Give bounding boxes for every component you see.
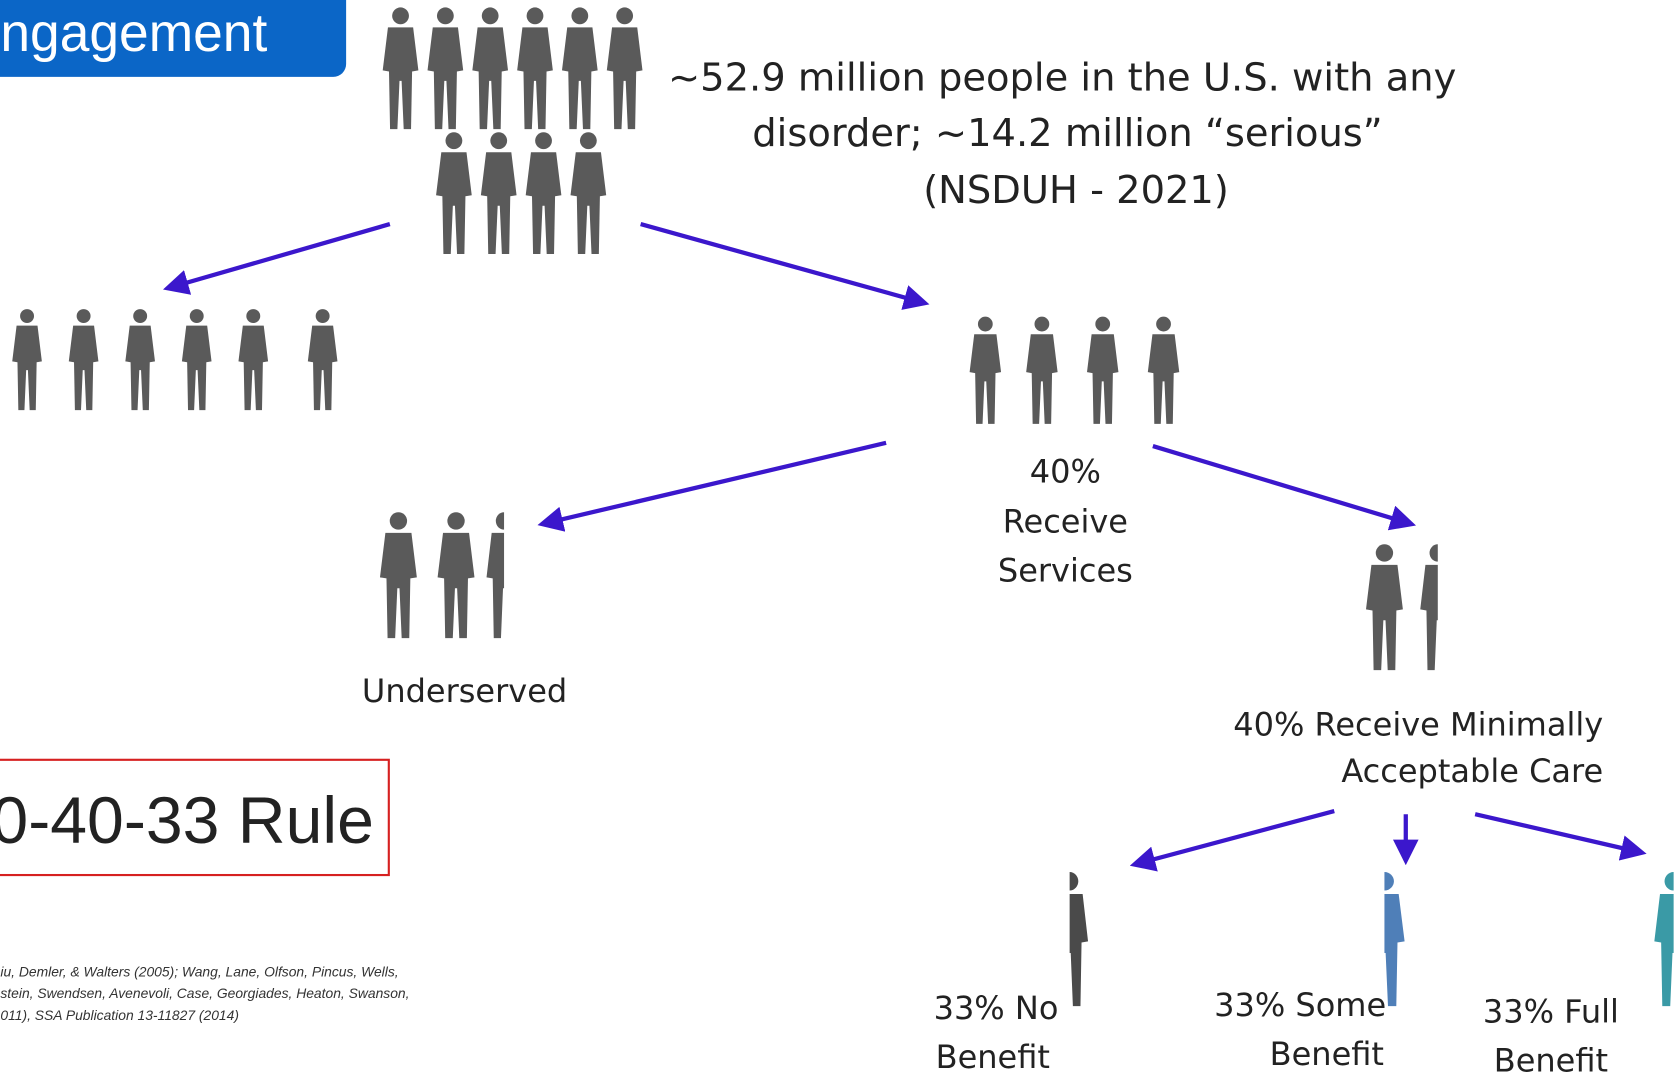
- title: ngagement: [0, 4, 267, 63]
- people-top: [382, 7, 643, 255]
- node-label: 33% Some: [1214, 986, 1386, 1024]
- people-underserved: [379, 512, 505, 639]
- people-minimal: [1365, 544, 1438, 671]
- outcome-labels: 33% No Benefit 33% Some Benefit 33% Full…: [934, 986, 1619, 1079]
- citation: iu, Demler, & Walters (2005); Wang, Lane…: [0, 963, 398, 979]
- node-label: Benefit: [936, 1038, 1050, 1076]
- summary: ~52.9 million people in the U.S. with an…: [668, 56, 1456, 213]
- title-box: [0, 0, 347, 77]
- people-services: [969, 316, 1180, 424]
- citation: 011), SSA Publication 13-11827 (2014): [0, 1007, 239, 1023]
- summary-line: (NSDUH - 2021): [923, 168, 1229, 213]
- people-left: [12, 309, 338, 411]
- citation: stein, Swendsen, Avenevoli, Case, Georgi…: [0, 985, 409, 1001]
- node-label: 33% No: [934, 989, 1059, 1027]
- node-label: Benefit: [1494, 1041, 1608, 1079]
- rule-box: [0, 758, 390, 877]
- summary-line: ~52.9 million people in the U.S. with an…: [668, 56, 1456, 101]
- node-label: 40% Receive Minimally: [1233, 705, 1603, 743]
- citations: iu, Demler, & Walters (2005); Wang, Lane…: [0, 963, 409, 1023]
- node-label: Services: [998, 552, 1133, 590]
- node-label: Underserved: [362, 672, 567, 710]
- node-label: Acceptable Care: [1341, 752, 1603, 790]
- node-label: 40%: [1030, 452, 1101, 490]
- summary-line: disorder; ~14.2 million “serious”: [752, 111, 1382, 156]
- node-services: 40% Receive Services: [998, 452, 1133, 589]
- node-minimal: 40% Receive Minimally Acceptable Care: [1233, 705, 1603, 790]
- node-label: Receive: [1003, 502, 1128, 540]
- rule-label: 0-40-33 Rule: [0, 784, 374, 858]
- arrows: [162, 222, 1647, 872]
- node-label: 33% Full: [1483, 992, 1619, 1030]
- node-label: Benefit: [1270, 1035, 1384, 1073]
